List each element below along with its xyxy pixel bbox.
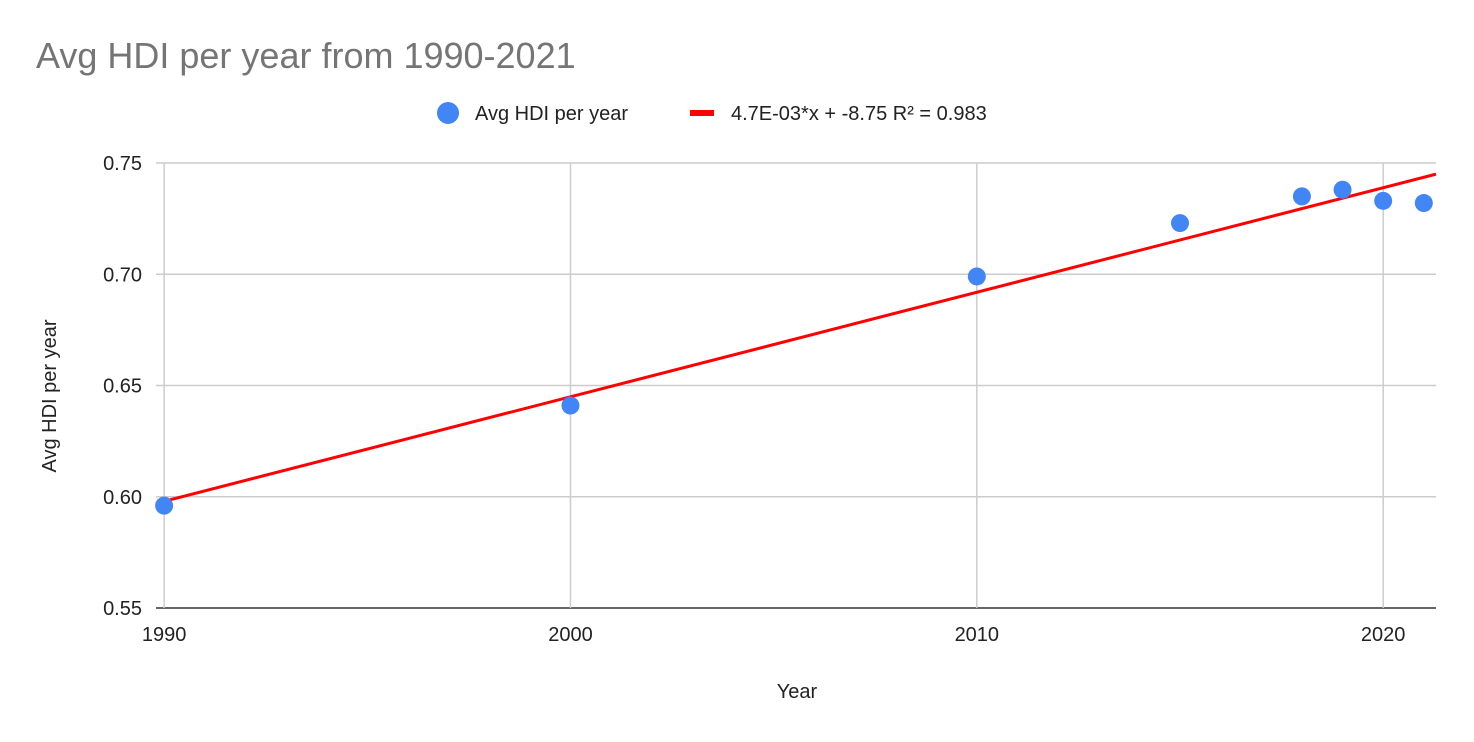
legend-trendline-label: 4.7E-03*x + -8.75 R² = 0.983 <box>731 103 987 125</box>
trendline <box>155 172 1437 505</box>
x-axis-title: Year <box>777 681 818 703</box>
legend-scatter-label: Avg HDI per year <box>475 103 628 125</box>
scatter-point <box>155 496 174 515</box>
legend-scatter-marker <box>437 102 459 124</box>
chart-title: Avg HDI per year from 1990-2021 <box>36 35 576 76</box>
scatter-point <box>1292 187 1311 206</box>
scatter-point <box>1171 214 1189 233</box>
scatter-point <box>561 396 580 415</box>
y-axis-ticks: 0.55 0.60 0.65 0.70 0.75 <box>103 153 142 620</box>
scatter-point <box>1333 180 1352 199</box>
y-tick-label: 0.75 <box>103 153 142 175</box>
gridlines <box>156 162 1436 609</box>
scatter-point <box>1374 191 1393 210</box>
y-axis-title: Avg HDI per year <box>39 319 61 472</box>
x-tick-label: 1990 <box>142 624 187 646</box>
scatter-point <box>967 267 986 286</box>
y-tick-label: 0.65 <box>103 376 142 398</box>
legend-trendline-marker <box>690 110 714 116</box>
y-tick-label: 0.70 <box>103 264 142 286</box>
y-tick-label: 0.55 <box>103 598 142 620</box>
scatter-points <box>155 180 1433 515</box>
x-tick-label: 2010 <box>955 624 1000 646</box>
scatter-point <box>1414 194 1433 213</box>
x-tick-label: 2000 <box>548 624 593 646</box>
legend: Avg HDI per year 4.7E-03*x + -8.75 R² = … <box>437 102 987 125</box>
y-tick-label: 0.60 <box>103 487 142 509</box>
x-tick-label: 2020 <box>1361 624 1406 646</box>
x-axis-ticks: 1990 2000 2010 2020 <box>142 624 1406 646</box>
